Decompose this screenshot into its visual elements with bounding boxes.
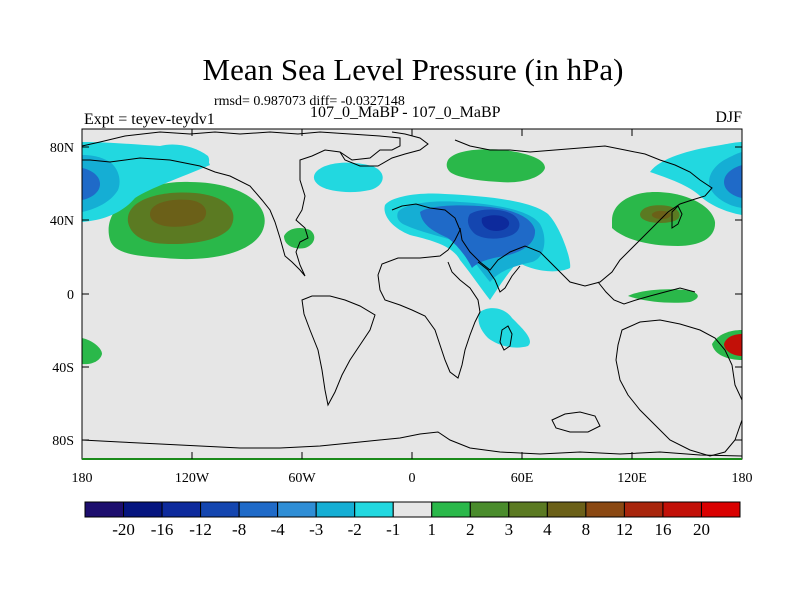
- lon-label-120w: 120W: [175, 471, 210, 486]
- lon-label-180e: 180: [732, 471, 753, 486]
- tropical-high-east: [628, 289, 698, 303]
- colorbar-swatch: [508, 501, 548, 518]
- colorbar-swatch: [277, 501, 317, 518]
- antarctica-outline: [81, 431, 743, 457]
- colorbar-label: -16: [151, 520, 174, 539]
- arctic-low-west: [160, 144, 210, 169]
- colorbar-label: -20: [112, 520, 135, 539]
- lat-label-0: 0: [67, 288, 74, 303]
- season-label: DJF: [715, 109, 742, 126]
- europe-africa-outline: [377, 203, 481, 379]
- lon-label-180w: 180: [72, 471, 93, 486]
- period-label: 107_0_MaBP - 107_0_MaBP: [310, 104, 501, 121]
- stats-text: rmsd= 0.987073 diff= -0.0327148: [214, 94, 405, 109]
- colorbar-swatch: [700, 501, 741, 518]
- asia-low-core-deep: [481, 215, 510, 231]
- lat-label-40s: 40S: [52, 361, 74, 376]
- colorbar-swatch: [354, 501, 394, 518]
- greenland-outline: [339, 131, 429, 167]
- colorbar-label: -1: [386, 520, 400, 539]
- colorbar-swatch: [585, 501, 625, 518]
- southern-island-outline: [551, 411, 601, 433]
- north-america-outline: [81, 131, 401, 277]
- lat-label-80s: 80S: [52, 434, 74, 449]
- colorbar-swatch: [546, 501, 587, 518]
- lat-label-40n: 40N: [50, 214, 74, 229]
- colorbar-swatch: [200, 501, 240, 518]
- colorbar-label: 2: [466, 520, 475, 539]
- colorbar-swatch: [662, 501, 702, 518]
- lon-label-0: 0: [409, 471, 416, 486]
- lon-label-120e: 120E: [617, 471, 647, 486]
- colorbar-label: 3: [505, 520, 514, 539]
- southeast-edge-high-red: [724, 334, 742, 356]
- lat-label-80n: 80N: [50, 141, 74, 156]
- japan-outline: [671, 205, 683, 229]
- atlantic-low: [313, 162, 383, 193]
- southwest-edge-high: [82, 338, 102, 365]
- colorbar-label: 1: [428, 520, 437, 539]
- colorbar-label: -3: [309, 520, 323, 539]
- colorbar-label: 20: [693, 520, 710, 539]
- colorbar-swatch: [623, 501, 664, 518]
- colorbar-label: 4: [543, 520, 552, 539]
- colorbar-label: 12: [616, 520, 633, 539]
- colorbar-swatch: [84, 501, 125, 518]
- colorbar-swatch: [392, 501, 433, 518]
- west-pacific-high-core: [651, 210, 671, 219]
- east-edge-low-strong: [724, 165, 742, 198]
- colorbar-label: -2: [348, 520, 362, 539]
- lon-label-60w: 60W: [288, 471, 316, 486]
- southeast-asia-outline: [597, 281, 696, 305]
- chart-title: Mean Sea Level Pressure (in hPa): [202, 52, 624, 87]
- colorbar-label: -4: [271, 520, 286, 539]
- colorbar-label: 16: [654, 520, 671, 539]
- west-edge-low-strong: [82, 168, 100, 200]
- lat-ticks: [82, 146, 742, 441]
- siberia-high: [446, 149, 545, 183]
- colorbar-swatch: [123, 501, 163, 518]
- colorbar-labels: -20 -16 -12 -8 -4 -3 -2 -1 1 2 3 4 8 12 16 20: [112, 520, 710, 539]
- south-america-outline: [301, 295, 376, 407]
- arabia-outline: [477, 261, 521, 293]
- colorbar: [84, 501, 741, 518]
- colorbar-label: 8: [582, 520, 591, 539]
- madagascar-outline: [499, 325, 513, 351]
- pressure-field: [82, 142, 742, 365]
- pacific-high-core: [150, 199, 207, 227]
- colorbar-swatch: [238, 501, 279, 518]
- colorbar-swatch: [315, 501, 356, 518]
- colorbar-label: -8: [232, 520, 246, 539]
- lon-label-60e: 60E: [511, 471, 534, 486]
- experiment-label: Expt = teyev-teydv1: [84, 111, 215, 128]
- asia-outline: [454, 139, 713, 287]
- colorbar-swatch: [431, 501, 471, 518]
- indian-ocean-low: [478, 308, 530, 348]
- lon-ticks: [191, 129, 633, 459]
- west-edge-low-mid: [82, 155, 120, 212]
- colorbar-swatch: [469, 501, 510, 518]
- colorbar-swatch: [161, 501, 202, 518]
- colorbar-label: -12: [189, 520, 212, 539]
